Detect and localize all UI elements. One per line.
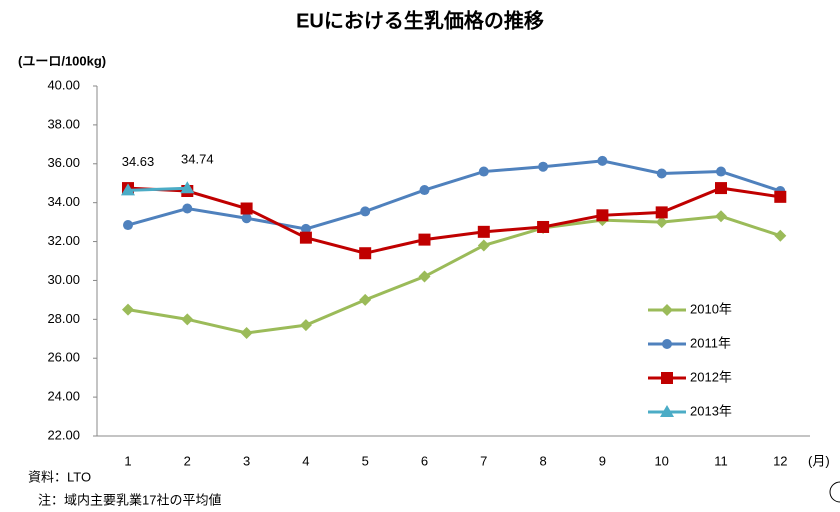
- x-tick-label: 6: [421, 453, 428, 468]
- data-point: [715, 210, 727, 223]
- legend-label: 2013年: [690, 403, 732, 418]
- data-point: [538, 161, 549, 172]
- legend-marker: [662, 339, 672, 349]
- data-point: [418, 233, 431, 246]
- x-tick-label: 11: [714, 453, 728, 468]
- data-point: [299, 319, 312, 332]
- data-point: [299, 231, 312, 244]
- data-point: [122, 303, 134, 316]
- data-label: 34.74: [181, 152, 214, 167]
- note: 注：域内主要乳業17社の平均値: [38, 492, 221, 507]
- x-tick-label: 2: [184, 453, 191, 468]
- source-note: 資料：LTO: [28, 469, 91, 484]
- data-point: [360, 206, 371, 217]
- data-point: [359, 293, 372, 306]
- legend-marker: [660, 405, 674, 417]
- data-point: [121, 183, 135, 196]
- y-tick-label: 36.00: [47, 155, 80, 170]
- series-line: [127, 186, 781, 255]
- x-tick-label: 7: [480, 453, 487, 468]
- data-point: [300, 223, 311, 234]
- data-point: [182, 203, 193, 214]
- legend-label: 2010年: [690, 301, 732, 316]
- data-point: [596, 209, 609, 222]
- y-tick-label: 22.00: [47, 427, 80, 442]
- x-tick-label: 3: [243, 453, 250, 468]
- data-point: [241, 213, 252, 224]
- data-label: 34.63: [122, 154, 155, 169]
- data-point: [181, 313, 194, 326]
- x-tick-label: 10: [654, 453, 668, 468]
- legend-marker: [661, 304, 673, 316]
- series-line: [127, 186, 188, 192]
- data-point: [418, 270, 431, 283]
- legend-marker: [661, 372, 673, 384]
- data-point: [419, 185, 430, 196]
- data-point: [180, 181, 195, 194]
- data-point: [240, 326, 253, 339]
- series-line: [127, 159, 781, 231]
- data-point: [477, 225, 490, 238]
- data-point: [359, 247, 372, 260]
- data-point: [537, 220, 550, 233]
- x-tick-label: 12: [773, 453, 787, 468]
- y-tick-label: 28.00: [47, 311, 80, 326]
- data-point: [123, 220, 133, 231]
- data-point: [774, 229, 787, 242]
- y-axis-label: (ユーロ/100kg): [18, 53, 106, 68]
- x-tick-label: 8: [539, 453, 546, 468]
- y-tick-label: 32.00: [47, 233, 80, 248]
- data-point: [655, 216, 668, 229]
- data-point: [656, 168, 667, 179]
- y-tick-label: 34.00: [47, 194, 80, 209]
- data-point: [477, 239, 490, 252]
- data-point: [240, 202, 253, 215]
- series-line: [127, 214, 781, 335]
- data-point: [597, 155, 608, 166]
- y-tick-label: 38.00: [47, 116, 80, 131]
- x-tick-label: 4: [302, 453, 309, 468]
- y-tick-label: 40.00: [47, 77, 80, 92]
- y-tick-label: 24.00: [47, 389, 80, 404]
- data-point: [655, 206, 668, 219]
- data-point: [774, 190, 787, 203]
- decoration: [829, 481, 840, 503]
- x-axis-label: (月): [808, 453, 830, 468]
- y-tick-label: 26.00: [47, 350, 80, 365]
- data-point: [716, 166, 726, 177]
- x-tick-label: 5: [362, 453, 369, 468]
- data-point: [715, 182, 727, 195]
- y-tick-label: 30.00: [47, 272, 80, 287]
- data-point: [478, 166, 489, 177]
- x-tick-label: 9: [599, 453, 606, 468]
- chart-title: EUにおける生乳価格の推移: [296, 8, 544, 32]
- legend-label: 2011年: [690, 335, 731, 350]
- legend-label: 2012年: [690, 369, 732, 384]
- x-tick-label: 1: [124, 453, 131, 468]
